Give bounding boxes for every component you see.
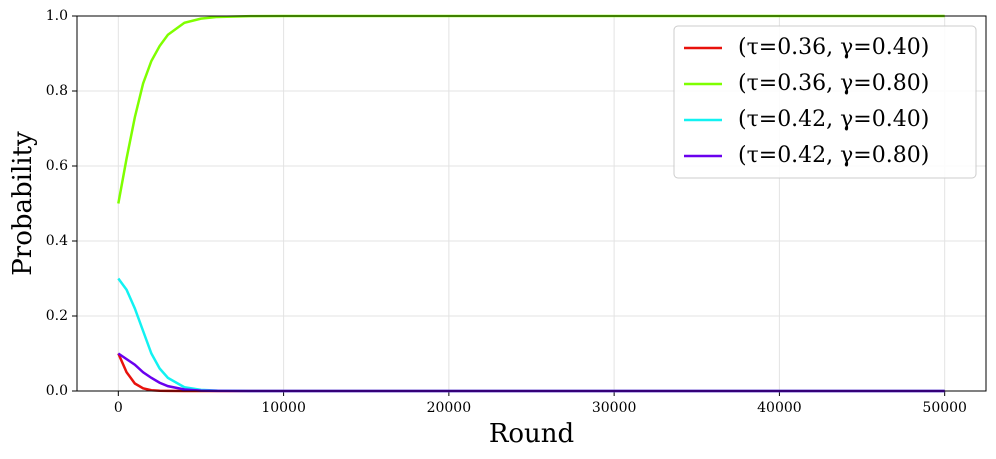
y-tick-label: 0.6	[46, 158, 68, 174]
x-tick-label: 20000	[427, 400, 472, 416]
plot-frame	[76, 15, 987, 392]
legend: (τ=0.36, γ=0.40) (τ=0.36, γ=0.80) (τ=0.42,…	[673, 25, 977, 179]
data-line	[117, 352, 945, 393]
y-tick-label: 0.0	[46, 383, 68, 399]
x-tick-label: 10000	[261, 400, 306, 416]
legend-label: (τ=0.42, γ=0.80)	[738, 143, 929, 168]
data-line	[117, 277, 945, 393]
data-line	[117, 352, 945, 393]
legend-label: (τ=0.36, γ=0.40)	[738, 35, 929, 60]
legend-label: (τ=0.42, γ=0.40)	[738, 107, 929, 132]
x-tick-label: 50000	[922, 400, 967, 416]
legend-box	[673, 25, 977, 179]
y-tick-label: 0.4	[46, 233, 68, 249]
x-tick-label: 30000	[592, 400, 637, 416]
y-tick-label: 0.8	[46, 83, 68, 99]
legend-label: (τ=0.36, γ=0.80)	[738, 71, 929, 96]
x-tick-label: 0	[114, 400, 123, 416]
y-tick-label: 0.2	[46, 308, 68, 324]
y-tick-label: 1.0	[46, 8, 68, 24]
y-axis-label: Probability	[8, 131, 38, 276]
x-axis-label: Round	[489, 419, 574, 449]
x-tick-label: 40000	[757, 400, 802, 416]
